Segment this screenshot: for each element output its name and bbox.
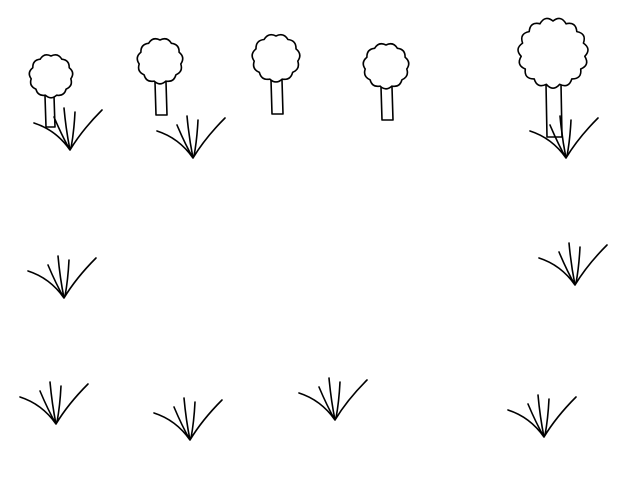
grass-tuft [19, 381, 89, 425]
grass-tuft [33, 107, 103, 151]
tree-crown [28, 54, 74, 99]
tree [251, 33, 301, 115]
grass-tuft [156, 115, 226, 159]
tree [28, 54, 74, 128]
tree-trunk [380, 86, 394, 121]
tree [362, 42, 410, 121]
tree-trunk [44, 95, 56, 128]
grass-tuft [507, 394, 577, 438]
tree-crown [517, 17, 589, 89]
tree-trunk [545, 83, 563, 138]
grass-tuft [298, 377, 368, 421]
tree-crown [136, 37, 184, 85]
tree-crown [362, 42, 410, 90]
tree-trunk [270, 79, 284, 115]
grass-tuft [27, 255, 97, 299]
tree-large [517, 17, 589, 138]
grass-tuft [153, 397, 223, 441]
grass-tuft [538, 242, 608, 286]
tree [136, 37, 184, 116]
tree-trunk [154, 81, 168, 116]
tree-crown [251, 33, 301, 83]
grass-tuft [529, 115, 599, 159]
